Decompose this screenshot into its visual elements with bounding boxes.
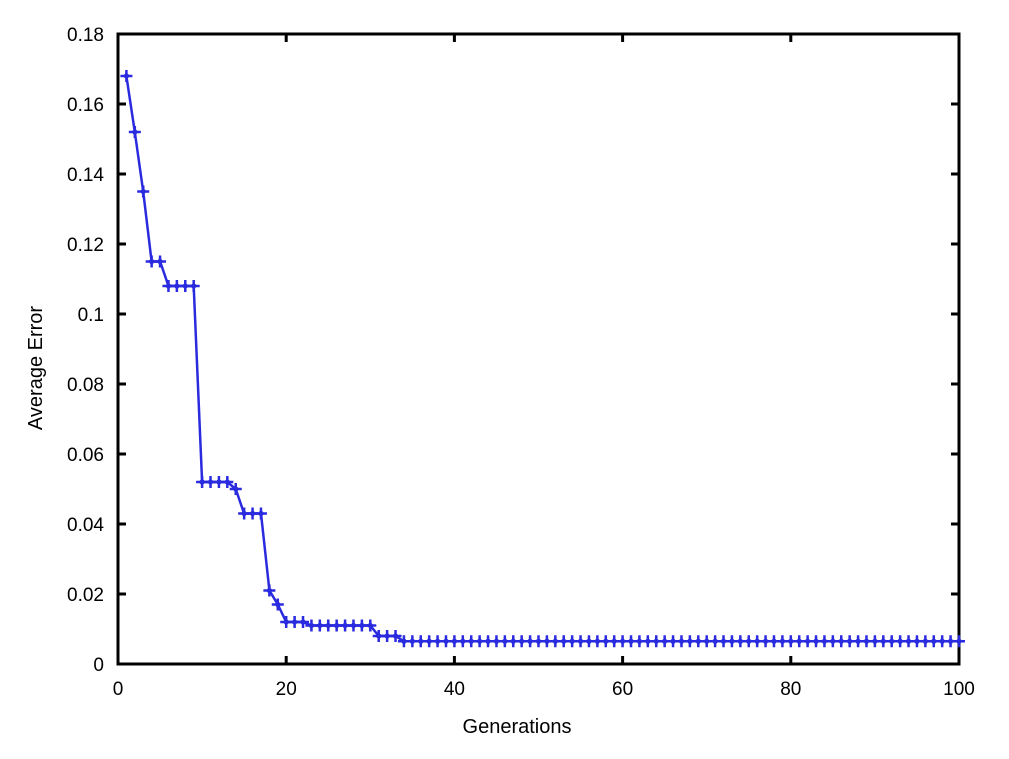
data-point	[128, 126, 141, 138]
data-point	[120, 70, 133, 82]
data-point	[221, 476, 234, 488]
data-point	[381, 630, 394, 642]
x-tick-label: 100	[943, 679, 975, 700]
data-point	[271, 598, 284, 611]
y-axis: 0 0.02 0.04 0.06 0.08 0.1 0.12 0.14 0.16 0.18	[67, 25, 959, 676]
y-tick-label: 0.08	[67, 375, 104, 396]
series-average-error	[120, 70, 965, 648]
data-point	[137, 185, 150, 198]
y-tick-label: 0.06	[67, 445, 104, 466]
x-tick-label: 20	[276, 679, 297, 700]
x-tick-label: 60	[612, 679, 633, 700]
plot-area	[116, 32, 961, 666]
y-axis-title: Average Error	[25, 306, 47, 430]
y-tick-label: 0	[93, 655, 104, 676]
x-axis-title: Generations	[463, 716, 572, 738]
data-point	[389, 630, 402, 642]
data-point	[297, 616, 310, 628]
y-tick-label: 0.04	[67, 515, 104, 536]
data-point	[364, 619, 377, 632]
x-axis: 0 20 40 60 80 100	[113, 34, 975, 700]
data-point	[187, 280, 200, 292]
y-tick-label: 0.14	[67, 165, 104, 186]
x-tick-label: 0	[113, 679, 124, 700]
data-point	[852, 635, 865, 648]
data-point	[263, 584, 276, 597]
data-point	[953, 635, 965, 648]
data-point	[229, 483, 242, 495]
y-tick-label: 0.12	[67, 235, 104, 256]
data-point	[154, 255, 167, 268]
data-point	[254, 507, 267, 520]
data-point	[591, 635, 604, 648]
data-point	[473, 635, 486, 648]
data-point	[524, 635, 537, 648]
x-tick-label: 80	[780, 679, 801, 700]
y-tick-label: 0.02	[67, 585, 104, 606]
data-point	[288, 616, 301, 628]
x-tick-label: 40	[444, 679, 465, 700]
y-tick-label: 0.18	[67, 25, 104, 46]
y-tick-label: 0.16	[67, 95, 104, 116]
data-point	[507, 635, 520, 648]
y-tick-label: 0.1	[78, 305, 104, 326]
